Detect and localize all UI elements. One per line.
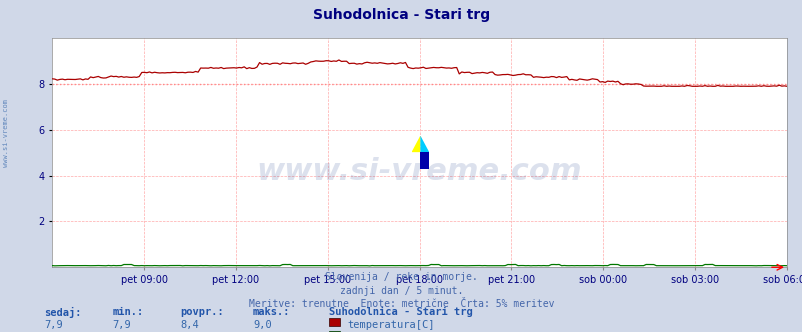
Text: Slovenija / reke in morje.: Slovenija / reke in morje. <box>325 272 477 282</box>
Text: www.si-vreme.com: www.si-vreme.com <box>257 157 581 186</box>
Text: zadnji dan / 5 minut.: zadnji dan / 5 minut. <box>339 286 463 295</box>
Text: Suhodolnica - Stari trg: Suhodolnica - Stari trg <box>313 8 489 22</box>
Text: maks.:: maks.: <box>253 307 290 317</box>
Text: 7,9: 7,9 <box>44 320 63 330</box>
Text: min.:: min.: <box>112 307 144 317</box>
Text: povpr.:: povpr.: <box>180 307 224 317</box>
Text: sedaj:: sedaj: <box>44 307 82 318</box>
Polygon shape <box>411 135 420 152</box>
Text: Meritve: trenutne  Enote: metrične  Črta: 5% meritev: Meritve: trenutne Enote: metrične Črta: … <box>249 299 553 309</box>
Text: 7,9: 7,9 <box>112 320 131 330</box>
Text: 8,4: 8,4 <box>180 320 199 330</box>
Text: temperatura[C]: temperatura[C] <box>346 320 434 330</box>
Polygon shape <box>420 135 428 152</box>
Polygon shape <box>420 152 428 169</box>
Text: Suhodolnica - Stari trg: Suhodolnica - Stari trg <box>329 307 472 317</box>
Text: www.si-vreme.com: www.si-vreme.com <box>3 99 10 167</box>
Text: 9,0: 9,0 <box>253 320 271 330</box>
